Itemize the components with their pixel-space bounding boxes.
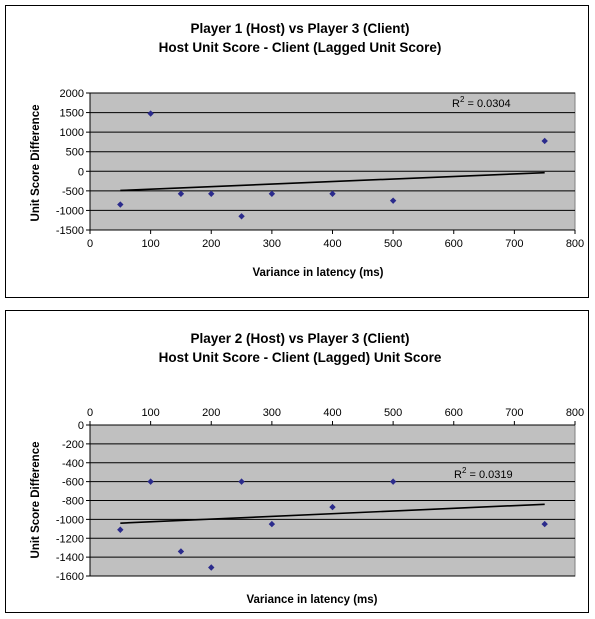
chart-1-x-tick-label: 400: [323, 238, 341, 250]
chart-2-x-tick-label: 100: [141, 407, 159, 419]
chart-2-x-tick-label: 300: [263, 407, 281, 419]
chart-1-data-point: [541, 137, 548, 145]
chart-1-y-tick-label: 500: [66, 147, 84, 159]
chart-2-data-point: [329, 503, 336, 511]
chart-1-data-point: [117, 201, 124, 208]
chart-1-y-axis-title: Unit Score Difference: [30, 105, 42, 222]
chart-2-trendline: [120, 503, 545, 524]
chart-1-r2-label: R2 = 0.0304: [452, 95, 511, 110]
chart-1-x-tick-label: 500: [384, 238, 402, 250]
chart-2-x-tick-label: 200: [202, 407, 220, 419]
chart-1-y-tick-label: -1000: [56, 205, 84, 217]
chart-1: Player 1 (Host) vs Player 3 (Client) Hos…: [5, 5, 589, 298]
chart-1-x-tick-label: 200: [202, 238, 220, 250]
chart-2-title: Player 2 (Host) vs Player 3 (Client): [190, 331, 409, 346]
chart-2-data-point: [541, 520, 548, 528]
chart-1-y-tick-label: -500: [62, 186, 84, 198]
chart-2-r2-label: R2 = 0.0319: [454, 466, 513, 481]
chart-2-y-tick-label: -1400: [56, 552, 84, 564]
chart-2-y-tick-label: -600: [62, 477, 84, 489]
chart-2-y-tick-label: 0: [78, 420, 84, 432]
chart-2-x-tick-label: 700: [505, 407, 523, 419]
chart-1-x-tick-label: 0: [87, 238, 93, 250]
chart-1-x-tick-label: 700: [505, 238, 523, 250]
chart-1-y-tick-label: 2000: [60, 88, 84, 100]
chart-2-x-tick-label: 600: [445, 407, 463, 419]
chart-1-trendline: [120, 171, 545, 192]
chart-2: Player 2 (Host) vs Player 3 (Client) Hos…: [5, 310, 589, 613]
chart-1-data-point: [389, 197, 397, 204]
chart-1-x-tick-label: 800: [566, 238, 584, 250]
chart-1-data-point: [177, 190, 185, 197]
chart-2-data-point: [147, 478, 154, 485]
chart-2-x-tick-label: 500: [384, 407, 402, 419]
chart-2-data-point: [389, 478, 397, 485]
chart-2-x-tick-label: 800: [566, 407, 584, 419]
chart-1-y-tick-label: 0: [78, 166, 84, 178]
chart-2-y-tick-label: -800: [62, 496, 84, 508]
chart-1-plot-area: [89, 92, 576, 231]
chart-1-y-tick-label: 1000: [60, 127, 84, 139]
chart-2-x-tick-label: 0: [87, 407, 93, 419]
chart-1-data-point: [208, 190, 215, 197]
chart-1-subtitle: Host Unit Score - Client (Lagged Unit Sc…: [159, 40, 442, 55]
chart-1-x-axis-title: Variance in latency (ms): [252, 267, 383, 279]
chart-2-y-tick-label: -1000: [56, 514, 84, 526]
chart-2-subtitle: Host Unit Score - Client (Lagged) Unit S…: [159, 350, 442, 365]
chart-1-data-point: [238, 213, 245, 220]
chart-1-data-point: [147, 110, 154, 117]
chart-1-x-tick-label: 100: [141, 238, 159, 250]
chart-2-x-tick-label: 400: [323, 407, 341, 419]
chart-2-data-point: [238, 478, 245, 485]
chart-2-y-tick-label: -200: [62, 439, 84, 451]
chart-2-x-axis-title: Variance in latency (ms): [246, 594, 377, 606]
chart-1-title: Player 1 (Host) vs Player 3 (Client): [190, 21, 409, 36]
chart-1-x-tick-label: 300: [263, 238, 281, 250]
chart-1-data-point: [329, 190, 336, 197]
chart-1-y-tick-label: 1500: [60, 108, 84, 120]
chart-2-y-tick-label: -1600: [56, 571, 84, 583]
chart-1-x-tick-label: 600: [445, 238, 463, 250]
chart-2-y-axis-title: Unit Score Difference: [30, 442, 42, 559]
chart-1-data-point: [268, 190, 276, 197]
chart-2-y-tick-label: -400: [62, 458, 84, 470]
chart-2-y-tick-label: -1200: [56, 533, 84, 545]
chart-2-data-point: [268, 520, 276, 528]
chart-1-y-tick-label: -1500: [56, 225, 84, 237]
